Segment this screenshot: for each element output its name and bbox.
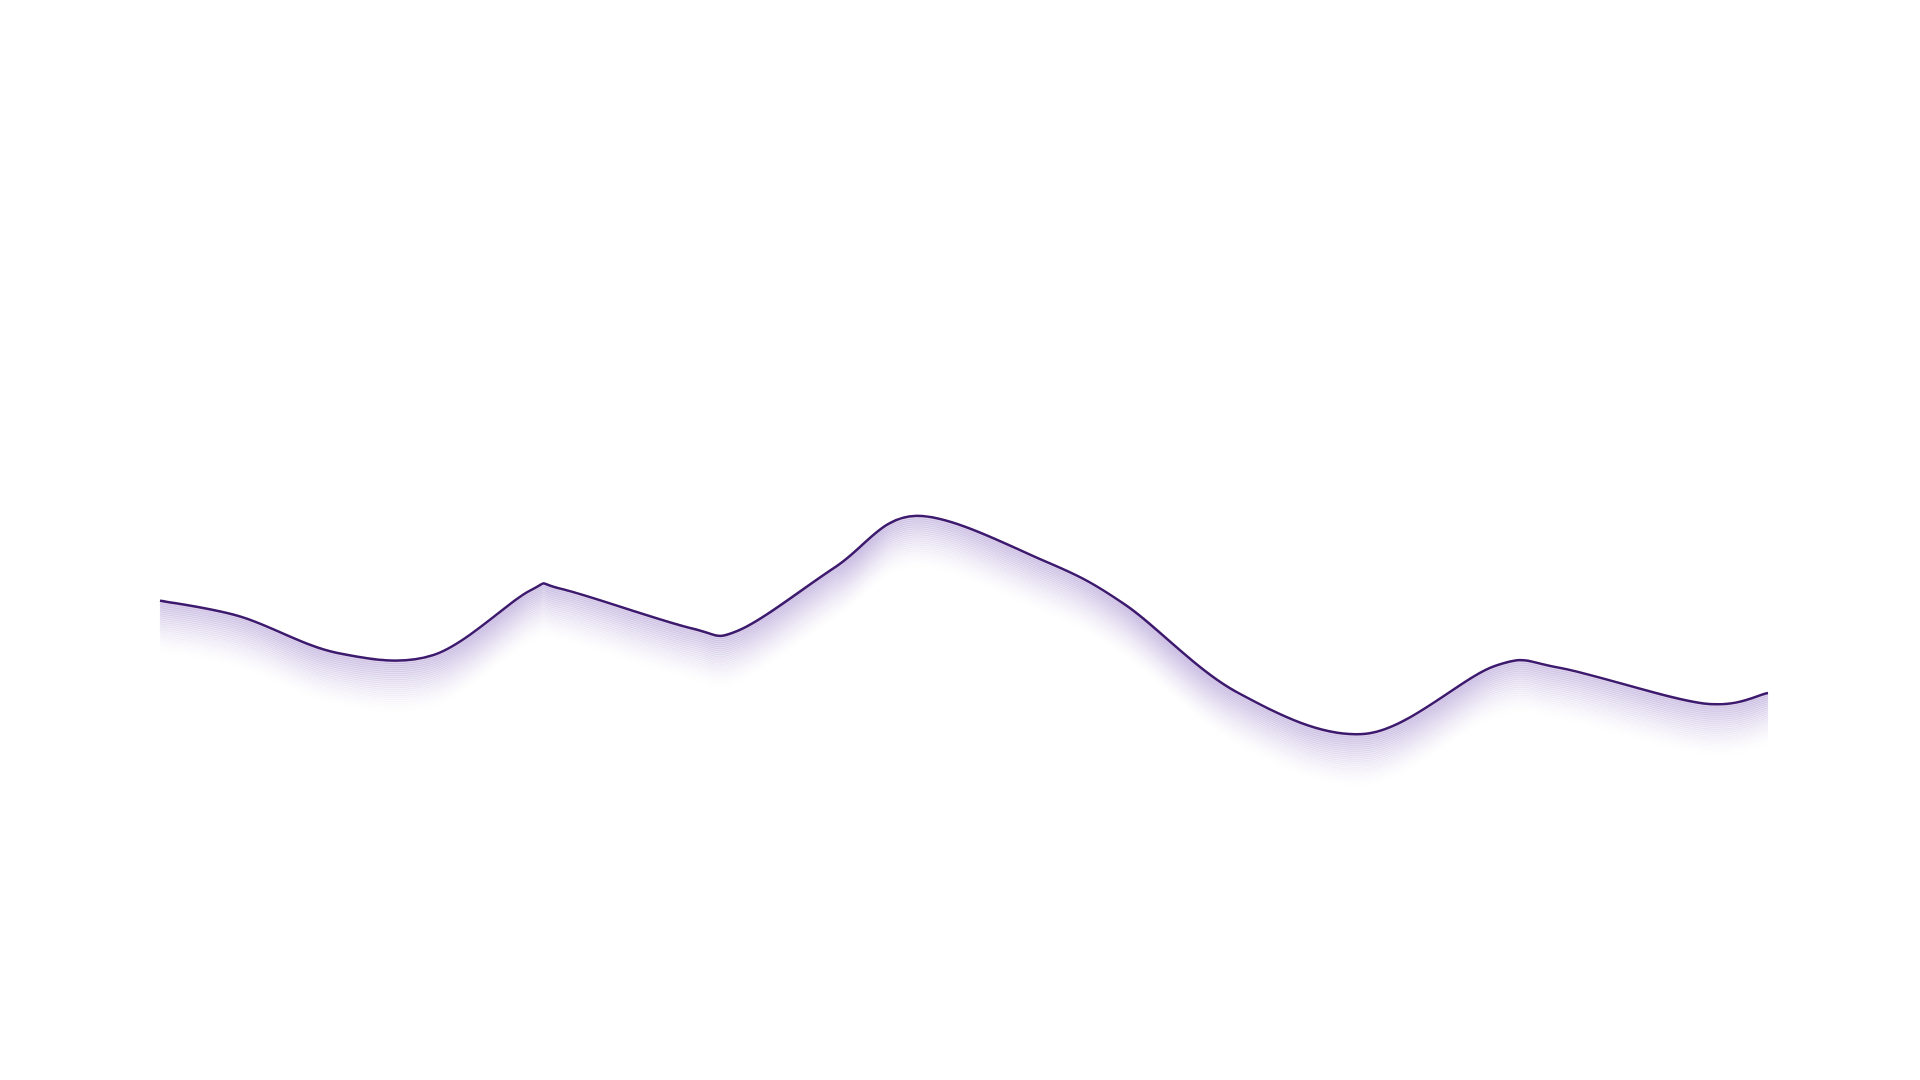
data-point: [336, 652, 338, 654]
data-point: [690, 627, 692, 629]
data-point: [834, 566, 836, 568]
series-fade-stroke: [159, 540, 1769, 762]
series-fade-stroke: [159, 556, 1769, 778]
data-point: [1124, 603, 1126, 605]
series-fade-stroke: [159, 534, 1769, 756]
series-fade-stroke: [159, 544, 1769, 766]
data-point: [915, 515, 917, 517]
data-point: [1365, 733, 1367, 735]
data-point: [239, 616, 241, 618]
series-fade-stroke: [159, 522, 1769, 744]
series-fade-stroke: [159, 542, 1769, 764]
data-point: [432, 654, 434, 656]
data-point: [1558, 667, 1560, 669]
series-fade-stroke: [159, 536, 1769, 758]
data-point: [1767, 692, 1769, 694]
series-fade-stroke: [159, 520, 1769, 742]
data-point: [1236, 691, 1238, 693]
series-fade-stroke: [159, 554, 1769, 776]
series-fade-band: [159, 516, 1769, 778]
data-point: [529, 590, 531, 592]
series-fade-stroke: [159, 550, 1769, 772]
series-fade-stroke: [159, 518, 1769, 740]
series-line-group: [159, 514, 1769, 736]
data-point: [1703, 702, 1705, 704]
data-point: [738, 629, 740, 631]
series-fade-stroke: [159, 532, 1769, 754]
data-point: [561, 588, 563, 590]
series-fade-stroke: [159, 516, 1769, 738]
series-fade-stroke: [159, 530, 1769, 752]
series-fade-stroke: [159, 546, 1769, 768]
series-fade-stroke: [159, 528, 1769, 750]
series-line: [159, 514, 1769, 736]
series-fade-stroke: [159, 538, 1769, 760]
data-point: [159, 600, 161, 602]
data-point: [1494, 665, 1496, 667]
series-fade-stroke: [159, 526, 1769, 748]
series-fade-stroke: [159, 552, 1769, 774]
data-point: [1043, 560, 1045, 562]
series-fade-stroke: [159, 524, 1769, 746]
series-fade-stroke: [159, 548, 1769, 770]
